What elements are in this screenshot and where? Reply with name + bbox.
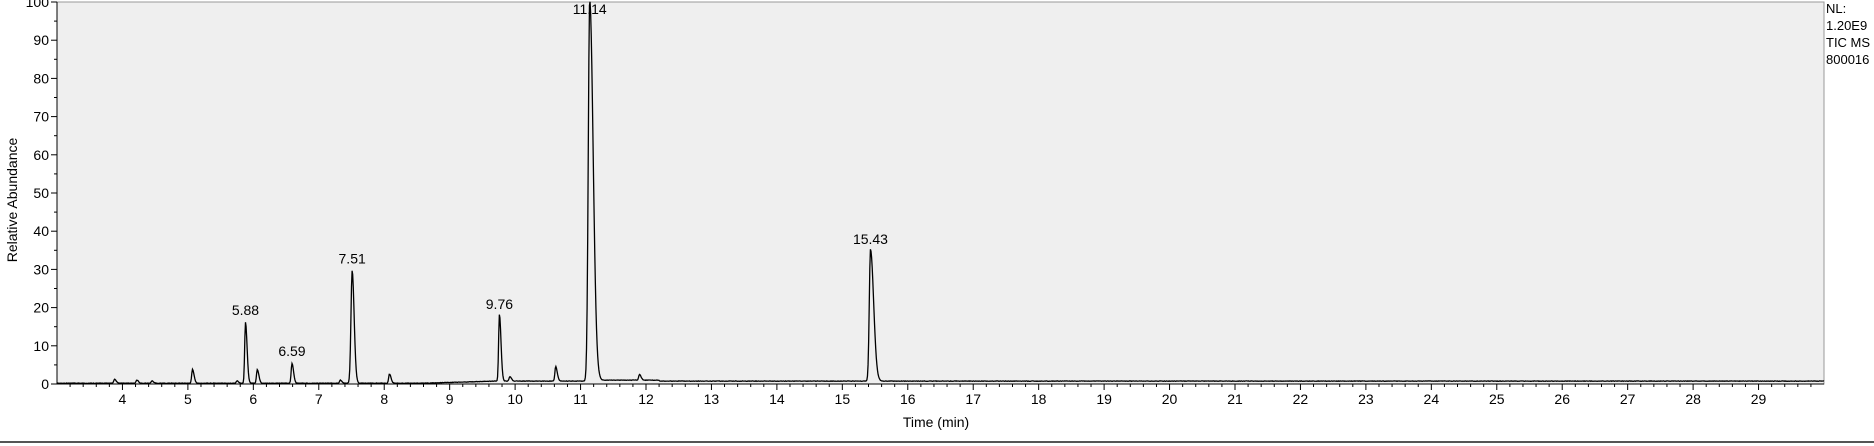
- x-tick-label-17: 17: [965, 391, 981, 407]
- x-tick-label-5: 5: [184, 391, 192, 407]
- x-tick-label-23: 23: [1358, 391, 1374, 407]
- x-tick-label-10: 10: [507, 391, 523, 407]
- x-tick-label-22: 22: [1293, 391, 1309, 407]
- x-tick-label-18: 18: [1031, 391, 1047, 407]
- x-tick-label-9: 9: [446, 391, 454, 407]
- x-tick-label-15: 15: [835, 391, 851, 407]
- x-tick-label-6: 6: [249, 391, 257, 407]
- y-tick-label-30: 30: [33, 261, 49, 277]
- x-tick-label-12: 12: [638, 391, 654, 407]
- plot-area: [56, 1, 1825, 385]
- x-tick-label-8: 8: [380, 391, 388, 407]
- y-tick-label-100: 100: [26, 0, 50, 10]
- x-tick-label-16: 16: [900, 391, 916, 407]
- x-tick-label-25: 25: [1489, 391, 1505, 407]
- y-tick-label-20: 20: [33, 300, 49, 316]
- trace-layer: [56, 1, 1825, 385]
- scan-filter: TIC MS: [1826, 35, 1871, 50]
- peak-label-layer: 5.88 6.59 7.51 9.76 11.14 15.43: [232, 1, 888, 359]
- y-tick-label-50: 50: [33, 185, 49, 201]
- x-tick-label-28: 28: [1685, 391, 1701, 407]
- x-tick-label-14: 14: [769, 391, 785, 407]
- peak-label-11-14: 11.14: [573, 1, 607, 17]
- x-tick-label-20: 20: [1162, 391, 1178, 407]
- nl-value: 1.20E9: [1826, 18, 1868, 33]
- y-tick-label-80: 80: [33, 70, 49, 86]
- y-tick-label-60: 60: [33, 147, 49, 163]
- tic-trace-line: [56, 1, 1825, 385]
- peak-label-5-88: 5.88: [232, 302, 259, 318]
- peak-label-9-76: 9.76: [486, 296, 513, 312]
- peak-label-7-51: 7.51: [339, 250, 366, 266]
- x-tick-label-7: 7: [315, 391, 323, 407]
- x-tick-label-29: 29: [1751, 391, 1767, 407]
- bottom-divider: [0, 441, 1874, 443]
- x-tick-label-26: 26: [1554, 391, 1570, 407]
- y-tick-label-90: 90: [33, 32, 49, 48]
- y-tick-label-70: 70: [33, 109, 49, 125]
- y-tick-label-10: 10: [33, 338, 49, 354]
- x-tick-label-24: 24: [1424, 391, 1440, 407]
- y-tick-label-0: 0: [41, 376, 49, 392]
- nl-label: NL:: [1826, 1, 1847, 16]
- normalization-info: NL: 1.20E9 TIC MS 800016: [1826, 0, 1874, 68]
- x-tick-label-4: 4: [119, 391, 127, 407]
- y-tick-label-40: 40: [33, 223, 49, 239]
- x-tick-label-19: 19: [1096, 391, 1112, 407]
- x-axis-title: Time (min): [903, 414, 969, 430]
- axes-layer: 0 10 20 30 40 50 60 70 80 90 100 4 5 6 7 8 9 10 11 12 13 14 15…: [26, 0, 1824, 407]
- x-tick-label-13: 13: [704, 391, 720, 407]
- x-tick-label-11: 11: [573, 391, 588, 407]
- y-axis-title: Relative Abundance: [4, 138, 20, 263]
- file-id: 800016: [1826, 52, 1870, 67]
- peak-label-15-43: 15.43: [853, 231, 888, 247]
- x-tick-label-21: 21: [1227, 391, 1243, 407]
- x-tick-label-27: 27: [1620, 391, 1636, 407]
- peak-label-6-59: 6.59: [278, 343, 305, 359]
